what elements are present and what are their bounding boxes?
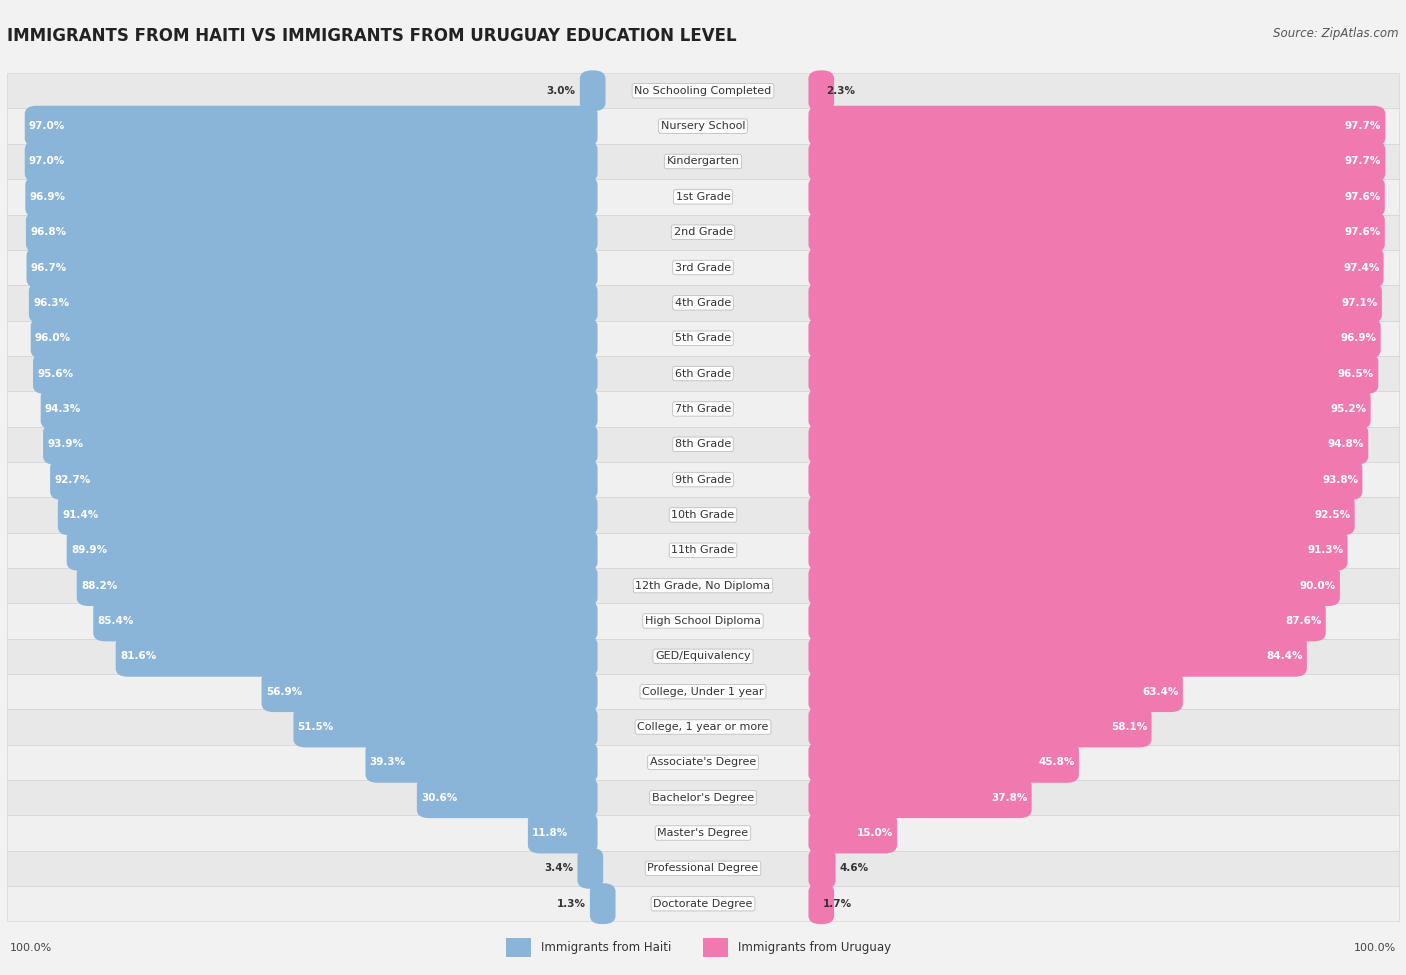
Text: 93.8%: 93.8% bbox=[1322, 475, 1358, 485]
Text: 56.9%: 56.9% bbox=[266, 686, 302, 697]
Text: Associate's Degree: Associate's Degree bbox=[650, 758, 756, 767]
Text: Nursery School: Nursery School bbox=[661, 121, 745, 132]
Text: 3.0%: 3.0% bbox=[547, 86, 575, 96]
Text: 11.8%: 11.8% bbox=[531, 828, 568, 838]
Text: 84.4%: 84.4% bbox=[1267, 651, 1302, 661]
Text: 87.6%: 87.6% bbox=[1285, 616, 1322, 626]
Text: 97.6%: 97.6% bbox=[1344, 227, 1381, 237]
Text: 85.4%: 85.4% bbox=[97, 616, 134, 626]
Text: 9th Grade: 9th Grade bbox=[675, 475, 731, 485]
Text: 30.6%: 30.6% bbox=[420, 793, 457, 802]
Text: 96.5%: 96.5% bbox=[1339, 369, 1374, 378]
Text: 97.6%: 97.6% bbox=[1344, 192, 1381, 202]
Text: 4.6%: 4.6% bbox=[839, 863, 869, 874]
Text: 63.4%: 63.4% bbox=[1142, 686, 1178, 697]
Text: 1.3%: 1.3% bbox=[557, 899, 586, 909]
Text: 37.8%: 37.8% bbox=[991, 793, 1028, 802]
Text: College, 1 year or more: College, 1 year or more bbox=[637, 722, 769, 732]
Text: 96.9%: 96.9% bbox=[30, 192, 66, 202]
Text: 92.5%: 92.5% bbox=[1315, 510, 1350, 520]
Text: 96.8%: 96.8% bbox=[30, 227, 66, 237]
Text: 100.0%: 100.0% bbox=[10, 943, 52, 953]
Text: High School Diploma: High School Diploma bbox=[645, 616, 761, 626]
Text: 7th Grade: 7th Grade bbox=[675, 404, 731, 414]
Text: 95.6%: 95.6% bbox=[37, 369, 73, 378]
Text: 97.4%: 97.4% bbox=[1343, 262, 1379, 273]
Text: Immigrants from Haiti: Immigrants from Haiti bbox=[541, 941, 672, 955]
Text: 12th Grade, No Diploma: 12th Grade, No Diploma bbox=[636, 580, 770, 591]
Text: College, Under 1 year: College, Under 1 year bbox=[643, 686, 763, 697]
Text: Immigrants from Uruguay: Immigrants from Uruguay bbox=[738, 941, 891, 955]
Text: 97.7%: 97.7% bbox=[1344, 156, 1381, 167]
Text: 97.7%: 97.7% bbox=[1344, 121, 1381, 132]
Text: Master's Degree: Master's Degree bbox=[658, 828, 748, 838]
Text: 90.0%: 90.0% bbox=[1299, 580, 1336, 591]
Text: 15.0%: 15.0% bbox=[856, 828, 893, 838]
Text: 96.9%: 96.9% bbox=[1340, 333, 1376, 343]
Text: 1st Grade: 1st Grade bbox=[676, 192, 730, 202]
Text: 97.0%: 97.0% bbox=[30, 121, 65, 132]
Text: 45.8%: 45.8% bbox=[1038, 758, 1074, 767]
Text: 94.8%: 94.8% bbox=[1327, 439, 1364, 449]
Text: 2.3%: 2.3% bbox=[827, 86, 855, 96]
Text: 89.9%: 89.9% bbox=[70, 545, 107, 556]
Text: IMMIGRANTS FROM HAITI VS IMMIGRANTS FROM URUGUAY EDUCATION LEVEL: IMMIGRANTS FROM HAITI VS IMMIGRANTS FROM… bbox=[7, 27, 737, 45]
Text: GED/Equivalency: GED/Equivalency bbox=[655, 651, 751, 661]
Text: 2nd Grade: 2nd Grade bbox=[673, 227, 733, 237]
Text: 97.1%: 97.1% bbox=[1341, 297, 1378, 308]
Text: 88.2%: 88.2% bbox=[82, 580, 117, 591]
Text: 6th Grade: 6th Grade bbox=[675, 369, 731, 378]
Text: 5th Grade: 5th Grade bbox=[675, 333, 731, 343]
Text: Professional Degree: Professional Degree bbox=[647, 863, 759, 874]
Text: 94.3%: 94.3% bbox=[45, 404, 82, 414]
Text: 58.1%: 58.1% bbox=[1111, 722, 1147, 732]
Text: Source: ZipAtlas.com: Source: ZipAtlas.com bbox=[1274, 27, 1399, 40]
Text: 96.0%: 96.0% bbox=[35, 333, 70, 343]
Text: 96.3%: 96.3% bbox=[34, 297, 69, 308]
Text: 3rd Grade: 3rd Grade bbox=[675, 262, 731, 273]
Text: 3.4%: 3.4% bbox=[544, 863, 574, 874]
Text: 10th Grade: 10th Grade bbox=[672, 510, 734, 520]
Text: 91.4%: 91.4% bbox=[62, 510, 98, 520]
Text: 100.0%: 100.0% bbox=[1354, 943, 1396, 953]
Text: Kindergarten: Kindergarten bbox=[666, 156, 740, 167]
Text: 1.7%: 1.7% bbox=[823, 899, 852, 909]
Text: Bachelor's Degree: Bachelor's Degree bbox=[652, 793, 754, 802]
Text: 11th Grade: 11th Grade bbox=[672, 545, 734, 556]
Text: 51.5%: 51.5% bbox=[298, 722, 333, 732]
Text: 4th Grade: 4th Grade bbox=[675, 297, 731, 308]
Text: 93.9%: 93.9% bbox=[48, 439, 83, 449]
Text: No Schooling Completed: No Schooling Completed bbox=[634, 86, 772, 96]
Text: 81.6%: 81.6% bbox=[120, 651, 156, 661]
Text: 96.7%: 96.7% bbox=[31, 262, 67, 273]
Text: 92.7%: 92.7% bbox=[55, 475, 90, 485]
Text: Doctorate Degree: Doctorate Degree bbox=[654, 899, 752, 909]
Text: 95.2%: 95.2% bbox=[1330, 404, 1367, 414]
Text: 8th Grade: 8th Grade bbox=[675, 439, 731, 449]
Text: 97.0%: 97.0% bbox=[30, 156, 65, 167]
Text: 91.3%: 91.3% bbox=[1308, 545, 1343, 556]
Text: 39.3%: 39.3% bbox=[370, 758, 406, 767]
